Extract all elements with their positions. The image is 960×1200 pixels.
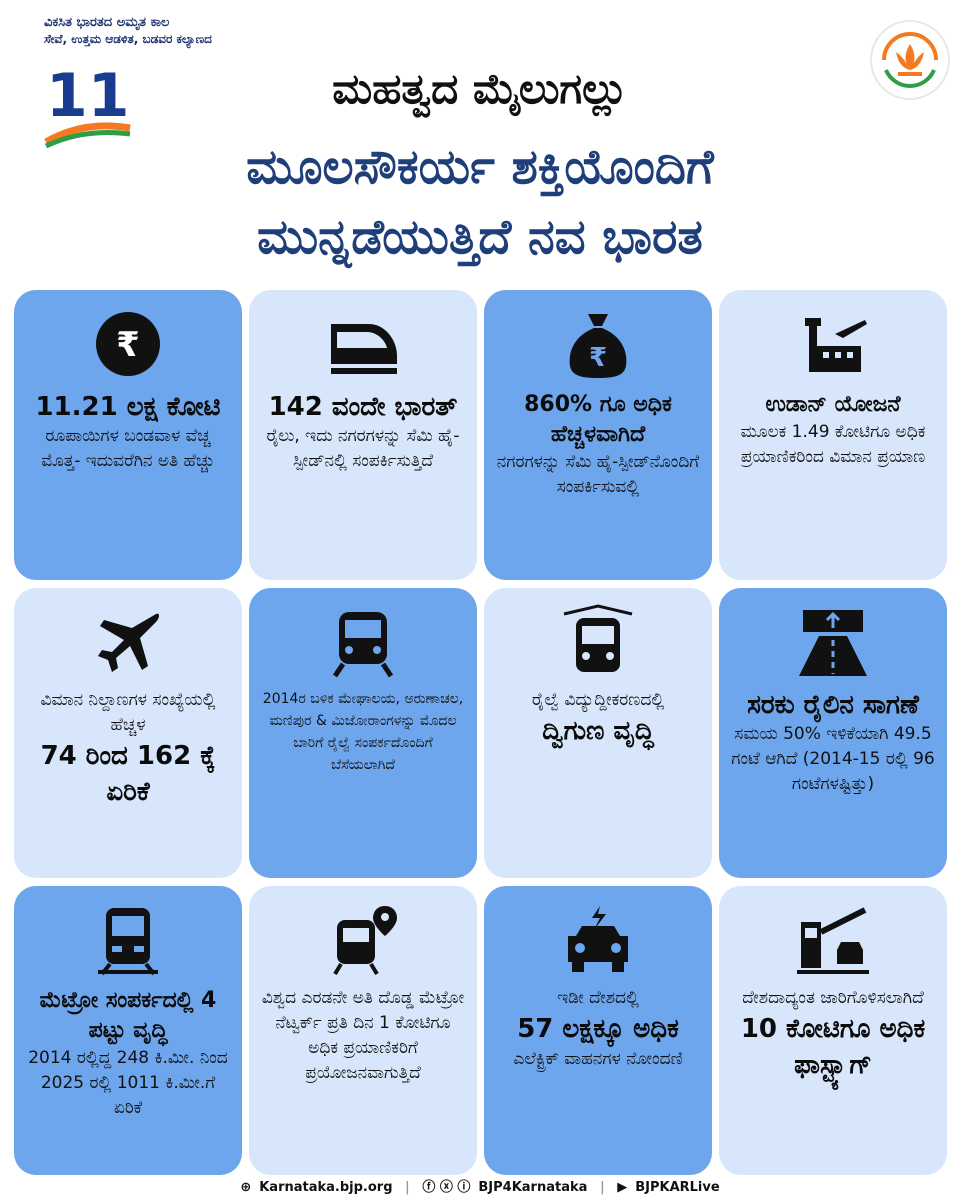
rupee-coin-icon: ₹ (96, 312, 160, 376)
card-text: ಸಮಯ 50% ಇಳಿಕೆಯಾಗಿ 49.5 ಗಂಟೆ ಆಗಿದೆ (2014-… (731, 724, 935, 794)
svg-text:₹: ₹ (116, 325, 140, 365)
card-metro-growth: ಮೆಟ್ರೋ ಸಂಪರ್ಕದಲ್ಲಿ 4 ಪಟ್ಟು ವೃದ್ಧಿ 2014 ರ… (14, 886, 242, 1175)
card-text: ರೈಲ್ವೆ ವಿದ್ಯುದ್ದೀಕರಣದಲ್ಲಿ (531, 690, 665, 710)
metro-location-icon (333, 906, 397, 976)
card-electrification: ರೈಲ್ವೆ ವಿದ್ಯುದ್ದೀಕರಣದಲ್ಲಿ ದ್ವಿಗುಣ ವೃದ್ಧಿ (484, 588, 712, 878)
card-highlight: 10 ಕೋಟಿಗೂ ಅಧಿಕ ಫಾಸ್ಟ್ಯಾಗ್ (740, 1014, 926, 1080)
subtitle-line-2: ಮುನ್ನಡೆಯುತ್ತಿದೆ ನವ ಭಾರತ (257, 209, 703, 265)
card-vande-bharat: 142 ವಂದೇ ಭಾರತ್ ರೈಲು, ಇದು ನಗರಗಳನ್ನು ಸೆಮಿ … (249, 290, 477, 580)
card-capital-expenditure: ₹ 11.21 ಲಕ್ಷ ಕೋಟಿ ರೂಪಾಯಿಗಳ ಬಂಡವಾಳ ವೆಚ್ಚ … (14, 290, 242, 580)
website-link[interactable]: Karnataka.bjp.org (259, 1180, 393, 1195)
page-title: ಮಹತ್ವದ ಮೈಲುಗಲ್ಲು (332, 64, 628, 113)
card-title: ಸರಕು ರೈಲಿನ ಸಾಗಣೆ (747, 690, 919, 720)
electric-train-icon (563, 604, 633, 672)
eleven-years-icon: 11 (44, 61, 131, 148)
card-text: ನಗರಗಳನ್ನು ಸೆಮಿ ಹೈ-ಸ್ಪೀಡ್‌ನೊಂದಿಗೆ ಸಂಪರ್ಕಿ… (496, 452, 700, 497)
card-title: 860% ಗೂ ಅಧಿಕ ಹೆಚ್ಚಳವಾಗಿದೆ (524, 392, 672, 447)
airport-tower-icon (805, 318, 867, 372)
lotus-logo-icon (872, 22, 948, 98)
card-udan: ಉಡಾನ್ ಯೋಜನೆ ಮೂಲಕ 1.49 ಕೋಟಿಗೂ ಅಧಿಕ ಪ್ರಯಾಣ… (719, 290, 947, 580)
card-highlight: 74 ರಿಂದ 162 ಕ್ಕೆ ಏರಿಕೆ (40, 741, 216, 807)
campaign-logo: ವಿಕಸಿತ ಭಾರತದ ಅಮೃತ ಕಾಲ ಸೇವೆ, ಉತ್ತಮ ಆಡಳಿತ,… (44, 14, 304, 148)
card-text: 2014 ರಲ್ಲಿದ್ದ 248 ಕಿ.ಮೀ. ನಿಂದ 2025 ರಲ್ಲಿ… (28, 1048, 228, 1118)
metro-train-icon (98, 908, 158, 976)
youtube-handle[interactable]: BJPKARLive (635, 1180, 720, 1195)
card-text: ರೂಪಾಯಿಗಳ ಬಂಡವಾಳ ವೆಚ್ಚ ಮೊತ್ತ- ಇದುವರೆಗಿನ ಅ… (41, 426, 215, 471)
electric-car-icon (568, 906, 628, 972)
card-highlight: 57 ಲಕ್ಷಕ್ಕೂ ಅಧಿಕ (517, 1014, 679, 1044)
badge-number: 11 (46, 61, 130, 131)
airplane-icon (98, 613, 159, 672)
subtitle-line-1: ಮೂಲಸೌಕರ್ಯ ಶಕ್ತಿಯೊಂದಿಗೆ (246, 139, 714, 195)
footer: ⊕ Karnataka.bjp.org | ⓕ ⓧ ⓘ BJP4Karnataka … (0, 1176, 960, 1200)
train-front-icon (332, 612, 394, 678)
card-text: ವಿಮಾನ ನಿಲ್ದಾಣಗಳ ಸಂಖ್ಯೆಯಲ್ಲಿ ಹೆಚ್ಚಳ (40, 690, 216, 735)
header: ವಿಕಸಿತ ಭಾರತದ ಅಮೃತ ಕಾಲ ಸೇವೆ, ಉತ್ತಮ ಆಡಳಿತ,… (0, 0, 960, 285)
card-title: ಉಡಾನ್ ಯೋಜನೆ (765, 392, 901, 417)
card-highlight: ದ್ವಿಗುಣ ವೃದ್ಧಿ (542, 716, 654, 746)
social-handle[interactable]: BJP4Karnataka (478, 1180, 588, 1195)
tagline-1: ವಿಕಸಿತ ಭಾರತದ ಅಮೃತ ಕಾಲ (44, 15, 170, 30)
card-airports: ವಿಮಾನ ನಿಲ್ದಾಣಗಳ ಸಂಖ್ಯೆಯಲ್ಲಿ ಹೆಚ್ಚಳ 74 ರಿ… (14, 588, 242, 878)
tagline-2: ಸೇವೆ, ಉತ್ತಮ ಆಡಳಿತ, ಬಡವರ ಕಲ್ಯಾಣದ (44, 32, 212, 46)
card-text: 2014ರ ಬಳಿಕ ಮೇಘಾಲಯ, ಅರುಣಾಚಲ, ಮಣಿಪುರ & ಮಿಜ… (262, 691, 464, 773)
card-title: 142 ವಂದೇ ಭಾರತ್ (268, 392, 458, 422)
card-text: ರೈಲು, ಇದು ನಗರಗಳನ್ನು ಸೆಮಿ ಹೈ-ಸ್ಪೀಡ್‌ನಲ್ಲಿ… (266, 426, 460, 471)
milestones-grid: ₹ 11.21 ಲಕ್ಷ ಕೋಟಿ ರೂಪಾಯಿಗಳ ಬಂಡವಾಳ ವೆಚ್ಚ … (14, 290, 948, 1175)
card-text: ಮೂಲಕ 1.49 ಕೋಟಿಗೂ ಅಧಿಕ ಪ್ರಯಾಣಿಕರಿಂದ ವಿಮಾನ… (740, 422, 926, 467)
svg-text:₹: ₹ (589, 343, 607, 373)
card-metro-network: ವಿಶ್ವದ ಎರಡನೇ ಅತಿ ದೊಡ್ಡ ಮೆಟ್ರೋ ನೆಟ್ವರ್ಕ್ … (249, 886, 477, 1175)
youtube-icon: ▶ (617, 1180, 628, 1195)
card-fastag: ದೇಶದಾದ್ಯಂತ ಜಾರಿಗೊಳಿಸಲಾಗಿದೆ 10 ಕೋಟಿಗೂ ಅಧಿ… (719, 886, 947, 1175)
page-subtitle: ಮೂಲಸೌಕರ್ಯ ಶಕ್ತಿಯೊಂದಿಗೆ ಮುನ್ನಡೆಯುತ್ತಿದೆ ನ… (0, 132, 960, 272)
card-text: ವಿಶ್ವದ ಎರಡನೇ ಅತಿ ದೊಡ್ಡ ಮೆಟ್ರೋ ನೆಟ್ವರ್ಕ್ … (261, 988, 465, 1083)
card-freight: ಸರಕು ರೈಲಿನ ಸಾಗಣೆ ಸಮಯ 50% ಇಳಿಕೆಯಾಗಿ 49.5 … (719, 588, 947, 878)
card-title: ಮೆಟ್ರೋ ಸಂಪರ್ಕದಲ್ಲಿ 4 ಪಟ್ಟು ವೃದ್ಧಿ (39, 988, 217, 1043)
social-icons: ⓕ ⓧ ⓘ (422, 1180, 471, 1195)
card-text: ದೇಶದಾದ್ಯಂತ ಜಾರಿಗೊಳಿಸಲಾಗಿದೆ (742, 988, 924, 1008)
globe-icon: ⊕ (240, 1180, 252, 1195)
freight-road-icon (799, 610, 867, 676)
card-ev-registration: ಇಡೀ ದೇಶದಲ್ಲಿ 57 ಲಕ್ಷಕ್ಕೂ ಅಧಿಕ ಎಲೆಕ್ಟ್ರಿಕ… (484, 886, 712, 1175)
money-bag-icon: ₹ (569, 314, 627, 378)
card-growth: ₹ 860% ಗೂ ಅಧಿಕ ಹೆಚ್ಚಳವಾಗಿದೆ ನಗರಗಳನ್ನು ಸೆ… (484, 290, 712, 580)
bullet-train-icon (331, 324, 397, 374)
card-northeast-rail: 2014ರ ಬಳಿಕ ಮೇಘಾಲಯ, ಅರುಣಾಚಲ, ಮಣಿಪುರ & ಮಿಜ… (249, 588, 477, 878)
card-text-2: ಎಲೆಕ್ಟ್ರಿಕ್ ವಾಹನಗಳ ನೋಂದಣಿ (513, 1049, 683, 1069)
footer-divider: | (599, 1180, 605, 1195)
card-title: 11.21 ಲಕ್ಷ ಕೋಟಿ (35, 392, 221, 422)
toll-gate-icon (797, 907, 869, 974)
card-text: ಇಡೀ ದೇಶದಲ್ಲಿ (557, 988, 639, 1008)
footer-divider: | (405, 1180, 410, 1195)
